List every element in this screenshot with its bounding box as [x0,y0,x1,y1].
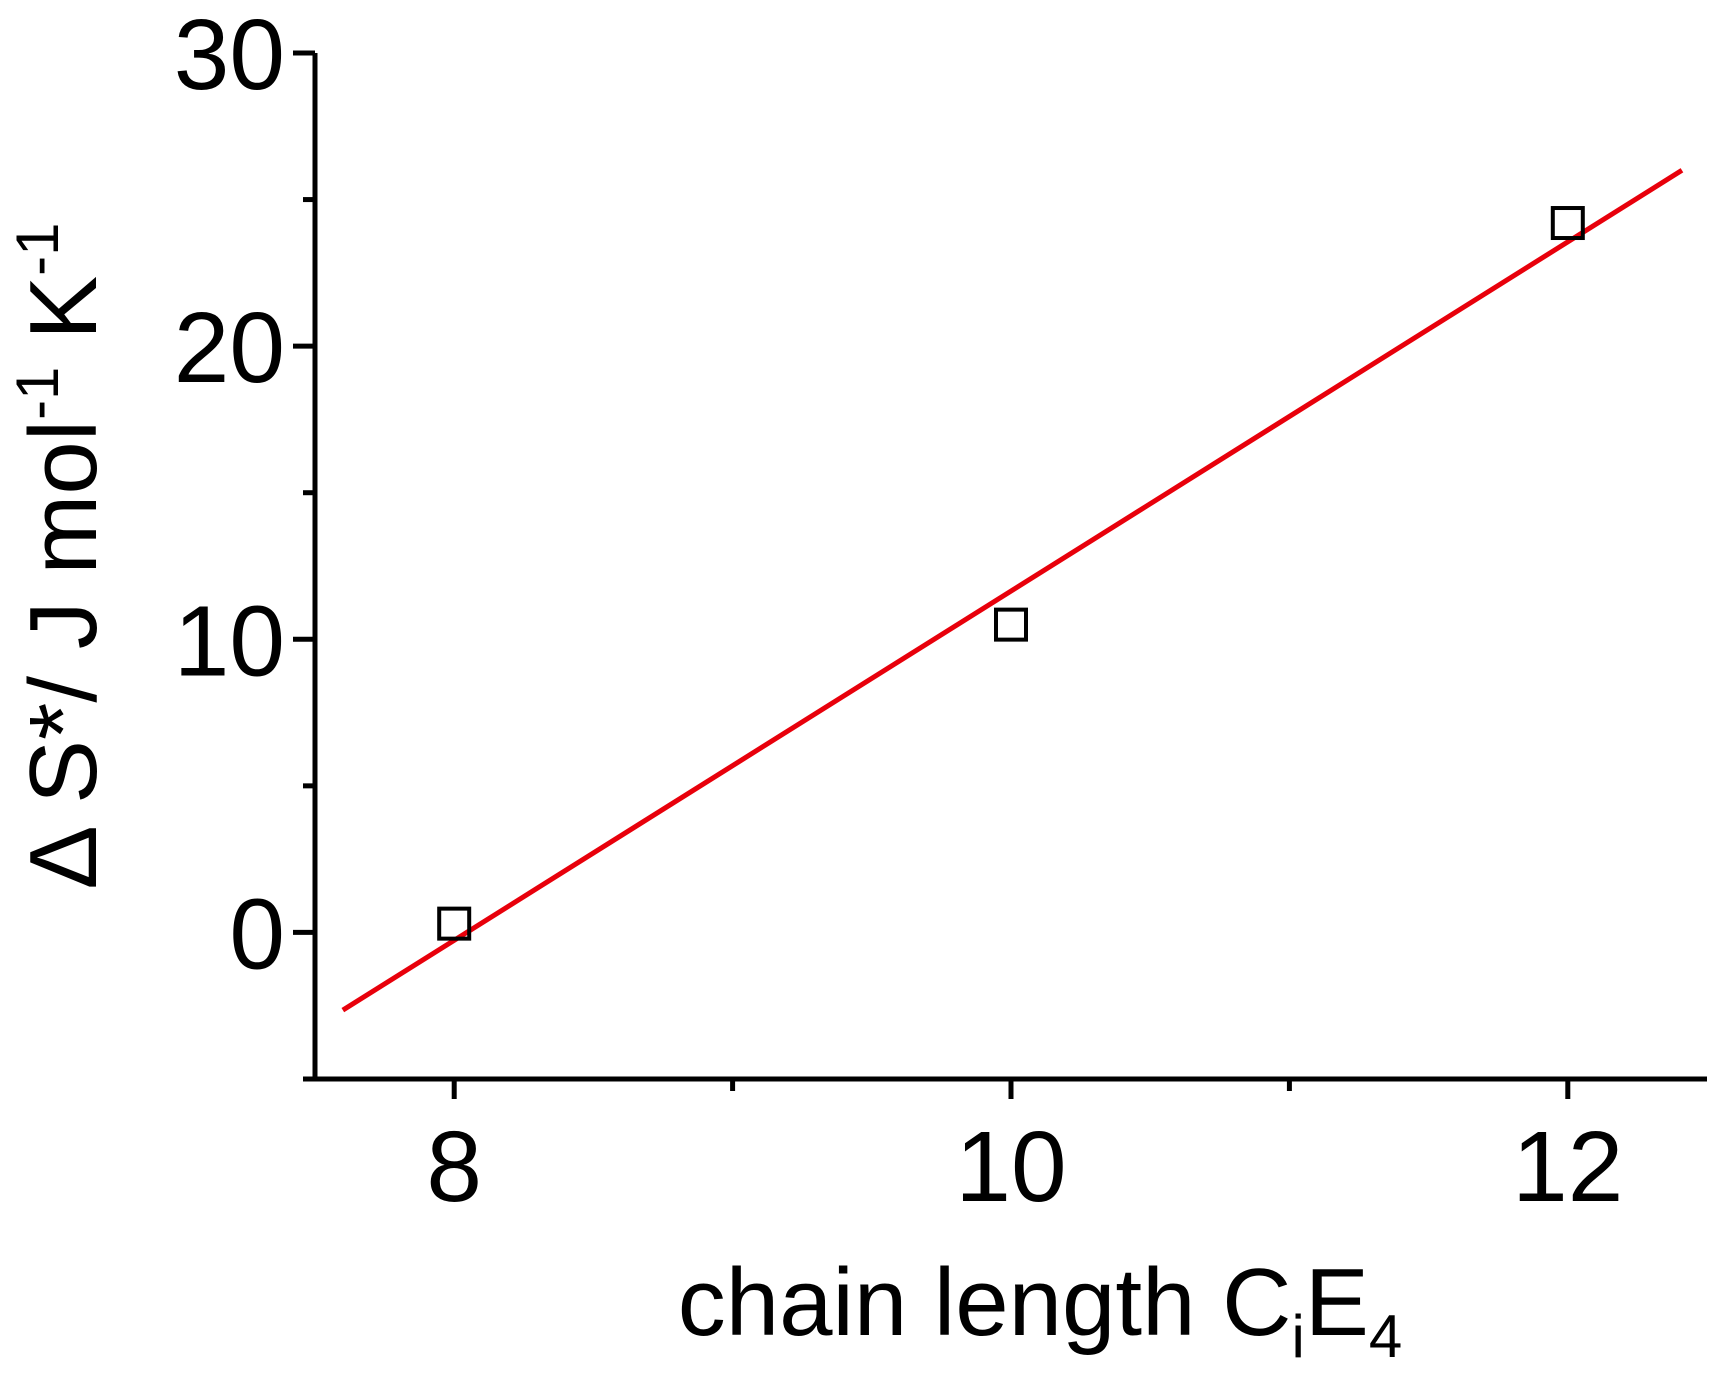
y-label-part: Δ S*/ J mol [10,420,117,890]
x-tick-label: 10 [955,1111,1066,1223]
y-label-sup: -1 [4,222,71,275]
x-label-sub: 4 [1369,1303,1402,1370]
fit-line [341,168,1684,1013]
x-tick-label: 12 [1512,1111,1623,1223]
y-tick-label: 20 [174,292,285,404]
x-label-part: E [1305,1249,1369,1356]
y-label-part: K [10,276,117,367]
y-tick-label: 30 [174,0,285,111]
y-label-sup: -1 [4,367,71,420]
point [1550,206,1585,241]
x-label-sub: i [1291,1303,1304,1370]
x-tick-label: 8 [426,1111,482,1223]
point [437,906,472,941]
x-label-part: chain length C [678,1249,1292,1356]
y-axis-label: Δ S*/ J mol-1 K-1 [4,222,117,889]
x-axis-label: chain length CiE4 [678,1249,1402,1370]
point [994,607,1028,642]
y-tick-label: 0 [229,878,285,990]
y-tick-label: 10 [174,585,285,697]
